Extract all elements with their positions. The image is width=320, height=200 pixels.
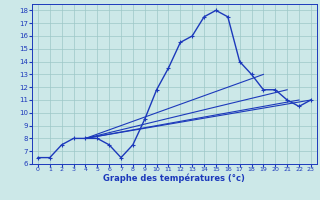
X-axis label: Graphe des températures (°c): Graphe des températures (°c): [103, 174, 245, 183]
